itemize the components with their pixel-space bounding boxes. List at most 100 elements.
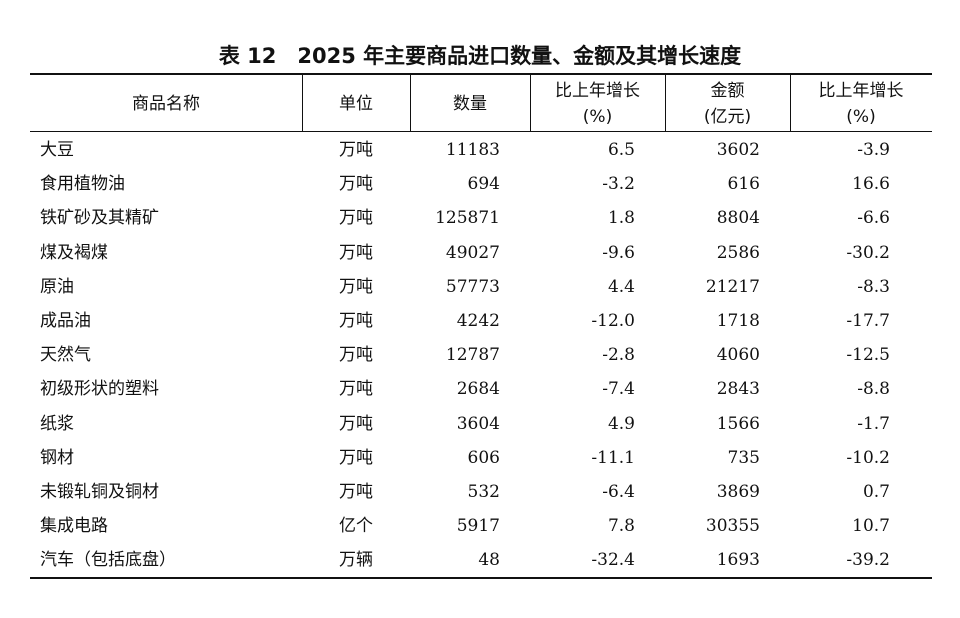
number: 2843	[716, 379, 760, 400]
header-cell: 比上年增长 (%)	[530, 75, 665, 132]
number: 4.9	[607, 413, 635, 434]
number: 606	[467, 447, 500, 468]
number: 1693	[716, 550, 760, 571]
number: 3604	[456, 413, 500, 434]
unit: 万吨	[339, 208, 373, 229]
item-name: 食用植物油	[40, 174, 125, 195]
number: 1.8	[607, 208, 635, 229]
number: 7.8	[607, 516, 635, 537]
item-name: 集成电路	[40, 516, 108, 537]
number: -6.4	[602, 482, 635, 502]
header-text: 比上年增长	[818, 80, 904, 101]
number: 616	[727, 174, 760, 195]
number: 4.4	[607, 276, 635, 297]
header-text: (%)	[582, 106, 613, 127]
number: 12787	[445, 345, 500, 366]
number: -1.7	[857, 413, 890, 434]
header-text: 金额	[710, 80, 745, 101]
header-cell: 商品名称	[30, 75, 302, 132]
header-cell: 单位	[302, 75, 410, 132]
top-rule	[30, 73, 932, 75]
number: 125871	[435, 208, 500, 229]
unit: 万吨	[339, 447, 373, 468]
number: 4060	[716, 345, 760, 366]
unit: 万吨	[339, 276, 373, 297]
number: -9.6	[602, 242, 635, 263]
number: 6.5	[607, 140, 635, 160]
header-text: 商品名称	[132, 93, 200, 114]
column-divider	[410, 75, 411, 132]
number: -8.3	[857, 276, 890, 297]
unit: 万吨	[339, 379, 373, 400]
table-title: 表 12 2025 年主要商品进口数量、金额及其增长速度	[218, 44, 742, 68]
number: 11183	[445, 140, 500, 160]
header-text: (亿元)	[703, 106, 752, 127]
number: 2586	[716, 242, 760, 263]
number: -3.9	[857, 140, 890, 160]
item-name: 煤及褐煤	[40, 242, 108, 263]
number: 48	[478, 550, 500, 571]
header-text: 单位	[339, 93, 373, 114]
header-cell: 数量	[410, 75, 530, 132]
item-name: 纸浆	[40, 413, 74, 434]
number: 5917	[456, 516, 500, 537]
unit: 万吨	[339, 140, 373, 160]
item-name: 钢材	[40, 447, 74, 468]
unit: 万吨	[339, 413, 373, 434]
item-name: 铁矿砂及其精矿	[40, 208, 159, 229]
number: -11.1	[591, 447, 635, 468]
column-divider	[665, 75, 666, 132]
number: 1718	[716, 311, 760, 331]
unit: 万辆	[339, 550, 373, 571]
number: 3869	[716, 482, 760, 502]
header-cell: 比上年增长 (%)	[790, 75, 932, 132]
unit: 万吨	[339, 174, 373, 195]
column-divider	[530, 75, 531, 132]
item-name: 天然气	[40, 345, 91, 366]
number: 21217	[705, 276, 760, 297]
unit: 万吨	[339, 311, 373, 331]
header-text: 数量	[453, 93, 487, 114]
number: -32.4	[591, 550, 635, 571]
number: 57773	[445, 276, 500, 297]
number: 2684	[456, 379, 500, 400]
unit: 亿个	[339, 516, 373, 537]
item-name: 未锻轧铜及铜材	[40, 482, 159, 502]
number: 16.6	[852, 174, 890, 195]
column-divider	[790, 75, 791, 132]
item-name: 原油	[40, 276, 74, 297]
header-rule	[30, 131, 932, 132]
number: 735	[727, 447, 760, 468]
number: -6.6	[857, 208, 890, 229]
number: 4242	[456, 311, 500, 331]
number: 532	[467, 482, 500, 502]
header-cell: 金额 (亿元)	[665, 75, 790, 132]
number: -8.8	[857, 379, 890, 400]
number: -3.2	[602, 174, 635, 195]
number: 694	[467, 174, 500, 195]
number: 3602	[716, 140, 760, 160]
number: -10.2	[846, 447, 890, 468]
unit: 万吨	[339, 482, 373, 502]
bottom-rule	[30, 577, 932, 579]
number: -30.2	[846, 242, 890, 263]
number: 8804	[716, 208, 760, 229]
number: -12.5	[846, 345, 890, 366]
number: 49027	[445, 242, 500, 263]
number: 10.7	[852, 516, 890, 537]
item-name: 成品油	[40, 311, 91, 331]
number: 30355	[705, 516, 760, 537]
item-name: 汽车（包括底盘）	[40, 550, 176, 571]
header-text: (%)	[846, 106, 876, 127]
number: -7.4	[602, 379, 635, 400]
number: -17.7	[846, 311, 890, 331]
unit: 万吨	[339, 242, 373, 263]
number: 0.7	[862, 482, 890, 502]
header-text: 比上年增长	[555, 80, 640, 101]
unit: 万吨	[339, 345, 373, 366]
number: -39.2	[846, 550, 890, 571]
number: 1566	[716, 413, 760, 434]
number: -12.0	[591, 311, 635, 331]
column-divider	[302, 75, 303, 132]
